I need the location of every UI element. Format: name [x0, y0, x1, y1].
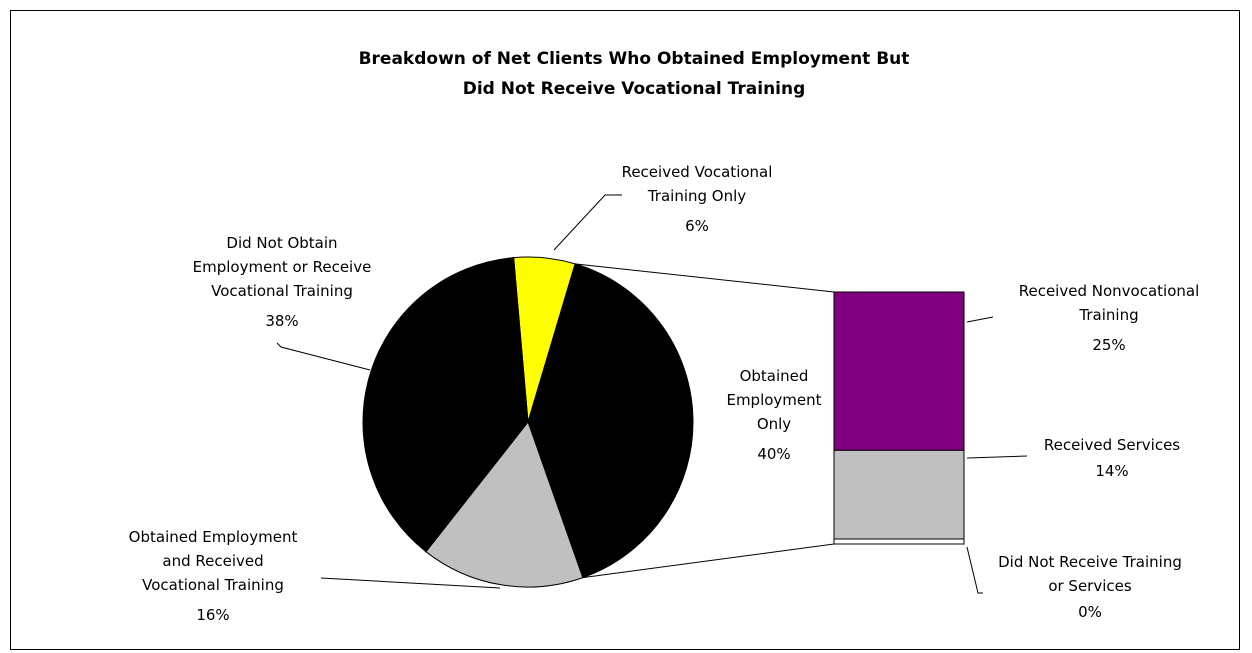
bar-segment-did-not-receive-training-or-services	[833, 538, 965, 545]
bar-segment-received-services	[833, 449, 965, 540]
slice-label-obtained-employment-and-received-vocational-training: Obtained Employment and Received Vocationa…	[129, 528, 298, 594]
breakdown-bar	[575, 263, 965, 579]
connector-line-bottom	[582, 543, 835, 579]
leader-line-received-vocational-training-only	[553, 194, 622, 251]
slice-value-obtained-employment-and-received-vocational-training: 16%	[196, 606, 229, 624]
slice-value-received-vocational-training-only: 6%	[685, 217, 709, 235]
bar-segment-received-nonvocational-training	[833, 291, 965, 451]
slice-value-obtained-employment-only: 40%	[757, 445, 790, 463]
segment-value-did-not-receive-training-or-services: 0%	[1078, 603, 1102, 621]
segment-label-received-services: Received Services	[1044, 436, 1180, 454]
pie-slice-obtained-employment-and-received-vocational-training	[425, 420, 584, 588]
leader-line-did-not-receive-training-or-services	[966, 546, 983, 594]
slice-label-received-vocational-training-only: Received Vocational Training Only	[622, 163, 773, 205]
leader-line-received-nonvocational-training	[966, 316, 994, 323]
leader-line-did-not-obtain-employment-or-receive-vocational-training	[276, 342, 371, 371]
pie-slice-did-not-obtain-employment-or-receive-vocational-training	[362, 257, 529, 553]
pie-slice-obtained-employment-only	[527, 263, 694, 579]
chart-title-line-2: Did Not Receive Vocational Training	[463, 79, 806, 99]
connector-line-top	[575, 263, 835, 293]
segment-value-received-services: 14%	[1095, 462, 1128, 480]
segment-label-received-nonvocational-training: Received Nonvocational Training	[1019, 282, 1200, 324]
leader-line-received-services	[966, 455, 1028, 459]
segment-label-did-not-receive-training-or-services: Did Not Receive Training or Services	[998, 553, 1182, 595]
segment-value-received-nonvocational-training: 25%	[1092, 336, 1125, 354]
leader-line-obtained-employment-and-received-vocational-training	[320, 577, 501, 589]
data-labels: Received Vocational Training Only 6% Obtain…	[129, 163, 1200, 624]
chart-title-line-1: Breakdown of Net Clients Who Obtained Em…	[359, 49, 910, 69]
slice-value-did-not-obtain-employment-or-receive-vocational-training: 38%	[265, 312, 298, 330]
slice-label-did-not-obtain-employment-or-receive-vocational-training: Did Not Obtain Employment or Receive Vocat…	[193, 234, 372, 300]
pie-chart	[362, 256, 694, 588]
slice-label-obtained-employment-only: Obtained Employment Only	[726, 367, 821, 433]
